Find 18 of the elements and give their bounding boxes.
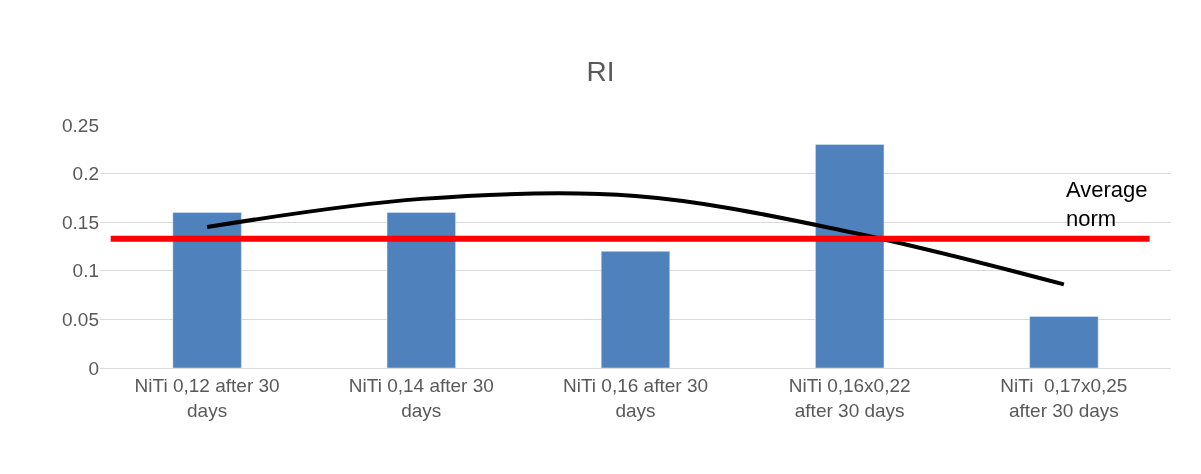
x-tick-label: NiTi 0,16 after 30 days <box>562 374 709 421</box>
x-tick-label: NiTi 0,17x0,25 after 30 days <box>1000 374 1128 421</box>
y-tick-label: 0.1 <box>72 260 99 282</box>
bar <box>1029 316 1099 368</box>
y-tick-label: 0 <box>88 357 99 379</box>
bar <box>600 251 671 368</box>
bar <box>815 144 885 368</box>
y-tick-label: 0.05 <box>62 309 99 331</box>
bar <box>172 212 242 368</box>
x-tick-label: NiTi 0,16x0,22 after 30 days <box>788 374 911 421</box>
y-tick-label: 0.25 <box>62 114 99 136</box>
y-tick-label: 0.2 <box>72 163 99 185</box>
bar <box>386 212 456 368</box>
ref-line-label: Average norm <box>1066 177 1148 231</box>
x-tick-label: NiTi 0,12 after 30 days <box>134 374 280 421</box>
x-tick-label: NiTi 0,14 after 30 days <box>348 374 494 421</box>
y-tick-label: 0.15 <box>62 211 99 233</box>
chart-title: RI <box>586 56 615 88</box>
